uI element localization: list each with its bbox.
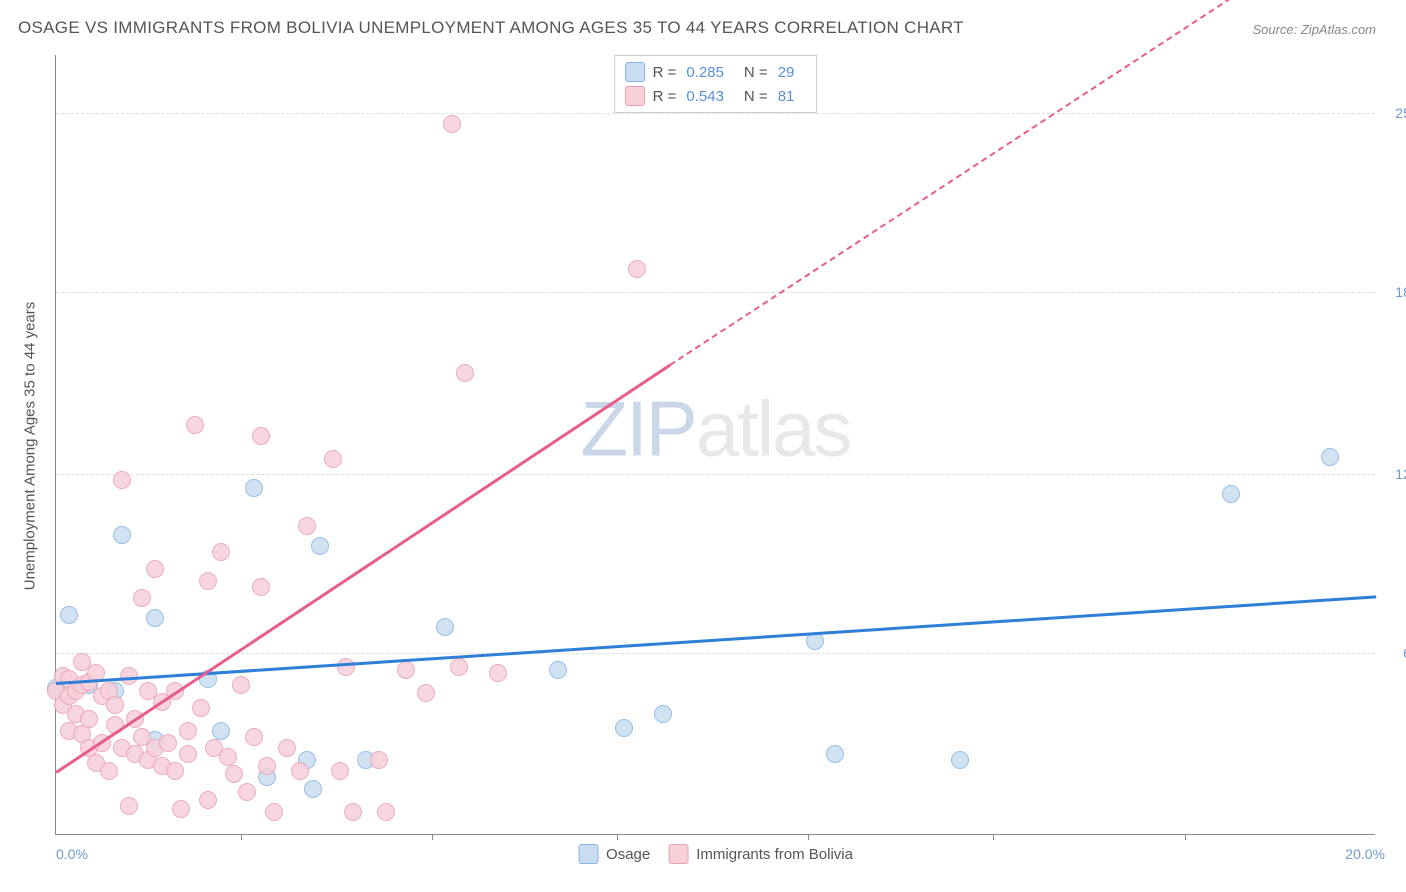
scatter-point [146,560,164,578]
scatter-point [113,526,131,544]
scatter-point [179,745,197,763]
scatter-point [377,803,395,821]
scatter-point [311,537,329,555]
scatter-point [344,803,362,821]
plot-area: ZIPatlas R =0.285N =29R =0.543N =81 Osag… [55,55,1375,835]
x-tick [241,834,242,840]
scatter-point [456,364,474,382]
y-tick-label: 25.0% [1395,105,1406,121]
x-tick [1185,834,1186,840]
scatter-point [324,450,342,468]
n-label: N = [744,88,768,105]
scatter-point [258,757,276,775]
scatter-point [951,751,969,769]
x-axis-max-label: 20.0% [1345,846,1385,862]
n-value: 81 [778,88,795,105]
legend-swatch [625,86,645,106]
scatter-point [826,745,844,763]
scatter-point [113,471,131,489]
scatter-point [133,589,151,607]
scatter-point [106,696,124,714]
scatter-point [219,748,237,766]
scatter-point [1321,448,1339,466]
scatter-point [436,618,454,636]
n-label: N = [744,64,768,81]
r-label: R = [653,88,677,105]
scatter-point [225,765,243,783]
scatter-point [331,762,349,780]
scatter-point [1222,485,1240,503]
scatter-point [199,572,217,590]
scatter-point [291,762,309,780]
scatter-point [120,797,138,815]
chart-title: OSAGE VS IMMIGRANTS FROM BOLIVIA UNEMPLO… [18,18,964,38]
x-axis-min-label: 0.0% [56,846,88,862]
scatter-point [212,722,230,740]
scatter-point [628,260,646,278]
scatter-point [212,543,230,561]
y-tick-label: 12.5% [1395,466,1406,482]
scatter-point [100,762,118,780]
scatter-point [278,739,296,757]
scatter-point [159,734,177,752]
scatter-point [166,762,184,780]
scatter-point [489,664,507,682]
scatter-point [615,719,633,737]
scatter-point [417,684,435,702]
scatter-point [654,705,672,723]
gridline [56,292,1375,293]
legend-swatch [625,62,645,82]
scatter-point [450,658,468,676]
y-tick-label: 18.8% [1395,284,1406,300]
correlation-legend: R = 0.285 N = 29 R = 0.543 N = 81 [614,55,818,113]
source-attribution: Source: ZipAtlas.com [1252,22,1376,37]
scatter-point [252,427,270,445]
x-tick [808,834,809,840]
scatter-point [199,791,217,809]
scatter-point [245,479,263,497]
scatter-point [549,661,567,679]
scatter-point [337,658,355,676]
scatter-point [304,780,322,798]
gridline [56,113,1375,114]
r-value: 0.543 [686,88,724,105]
x-tick [617,834,618,840]
scatter-point [172,800,190,818]
n-value: 29 [778,64,795,81]
scatter-point [146,609,164,627]
scatter-point [238,783,256,801]
scatter-point [298,517,316,535]
series-legend: Osage Immigrants from Bolivia [578,844,853,864]
r-value: 0.285 [686,64,724,81]
legend-swatch [668,844,688,864]
scatter-point [179,722,197,740]
gridline [56,653,1375,654]
legend-swatch [578,844,598,864]
watermark-atlas: atlas [696,384,851,472]
scatter-point [232,676,250,694]
correlation-legend-row: R = 0.285 N = 29 [625,60,807,84]
y-axis-label: Unemployment Among Ages 35 to 44 years [22,302,39,591]
gridline [56,474,1375,475]
scatter-point [443,115,461,133]
scatter-point [60,606,78,624]
scatter-point [370,751,388,769]
scatter-point [252,578,270,596]
watermark-zip: ZIP [580,384,695,472]
correlation-legend-row: R = 0.543 N = 81 [625,84,807,108]
x-tick [432,834,433,840]
series-legend-item: Osage [578,844,650,864]
x-tick [993,834,994,840]
scatter-point [397,661,415,679]
scatter-point [265,803,283,821]
scatter-point [192,699,210,717]
scatter-point [245,728,263,746]
scatter-point [80,710,98,728]
r-label: R = [653,64,677,81]
series-legend-item: Immigrants from Bolivia [668,844,853,864]
scatter-point [806,632,824,650]
scatter-point [186,416,204,434]
series-legend-label: Osage [606,846,650,863]
series-legend-label: Immigrants from Bolivia [696,846,853,863]
